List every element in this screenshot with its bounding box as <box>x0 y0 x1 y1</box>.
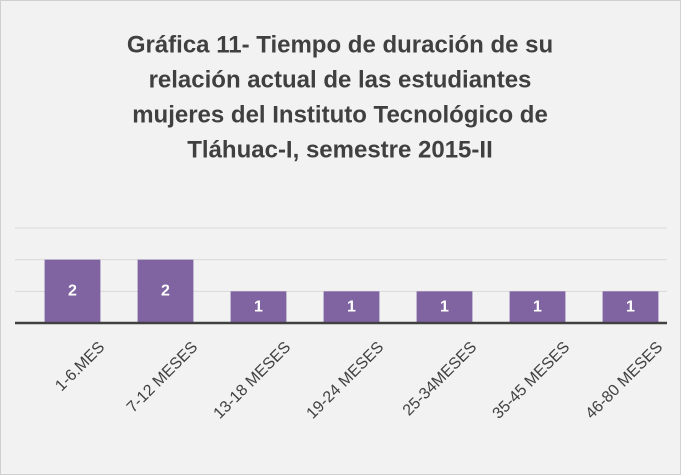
data-label: 1 <box>347 298 356 315</box>
bar <box>323 291 380 323</box>
bar <box>230 291 287 323</box>
bar <box>137 259 194 323</box>
chart-title: relación actual de las estudiantes <box>149 66 532 93</box>
data-label: 1 <box>254 298 263 315</box>
bar <box>44 259 101 323</box>
data-label: 2 <box>161 283 170 300</box>
bar <box>509 291 566 323</box>
data-label: 1 <box>626 298 635 315</box>
data-label: 2 <box>68 283 77 300</box>
data-label: 1 <box>533 298 542 315</box>
data-label: 1 <box>440 298 449 315</box>
bar <box>602 291 659 323</box>
chart-title: mujeres del Instituto Tecnológico de <box>132 101 548 128</box>
chart-title: Tláhuac-I, semestre 2015-II <box>187 136 492 163</box>
chart-title: Gráfica 11- Tiempo de duración de su <box>127 31 553 58</box>
bar <box>416 291 473 323</box>
